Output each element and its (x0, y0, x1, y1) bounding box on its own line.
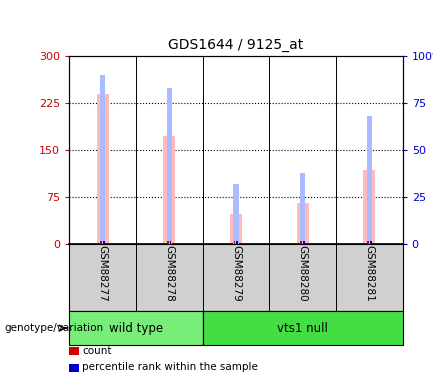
Title: GDS1644 / 9125_at: GDS1644 / 9125_at (168, 39, 304, 53)
Text: GSM88277: GSM88277 (97, 245, 108, 302)
Bar (100, 75, 105, 244)
Bar (233, 184, 239, 244)
Bar (234, 241, 236, 244)
Text: wild type: wild type (109, 322, 163, 334)
Bar (170, 241, 171, 244)
Text: GSM88280: GSM88280 (297, 245, 308, 302)
Bar (100, 241, 102, 244)
Text: vts1 null: vts1 null (277, 322, 328, 334)
Bar (301, 241, 302, 244)
Bar (367, 116, 372, 244)
Bar (297, 203, 309, 244)
Bar (203, 311, 403, 345)
Bar (167, 241, 169, 244)
Bar (303, 241, 305, 244)
Bar (97, 94, 109, 244)
Bar (363, 170, 375, 244)
Text: GSM88279: GSM88279 (231, 245, 241, 302)
Bar (103, 241, 105, 244)
Bar (370, 241, 372, 244)
Bar (167, 88, 172, 244)
Text: percentile rank within the sample: percentile rank within the sample (82, 363, 258, 372)
Text: genotype/variation: genotype/variation (4, 323, 103, 333)
Text: GSM88278: GSM88278 (164, 245, 174, 302)
Bar (230, 214, 242, 244)
Bar (69, 311, 203, 345)
Bar (236, 241, 238, 244)
Text: GSM88281: GSM88281 (364, 245, 375, 302)
Bar (367, 241, 369, 244)
Text: count: count (82, 346, 112, 355)
Bar (163, 136, 175, 244)
Bar (300, 172, 305, 244)
